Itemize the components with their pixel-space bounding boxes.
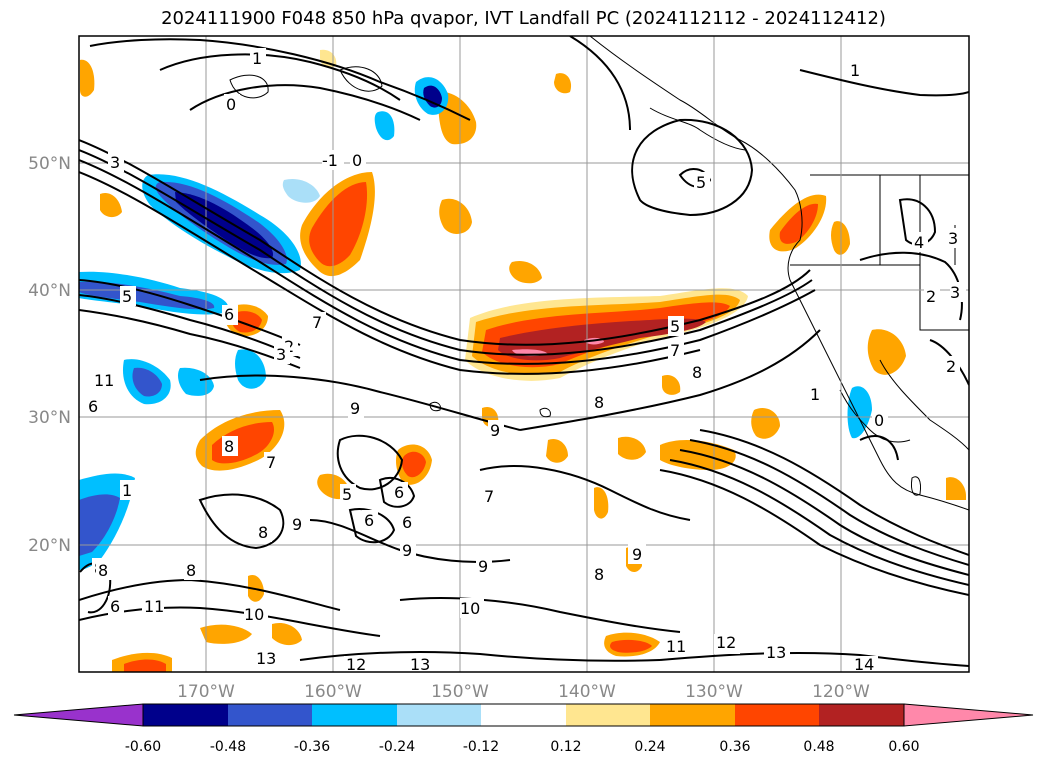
contour-label: 10 (460, 599, 480, 618)
colorbar-label: -0.36 (294, 739, 330, 755)
colorbar-label: -0.60 (125, 739, 161, 755)
colorbar-label: 0.60 (888, 739, 919, 755)
contour-label: 0 (874, 411, 884, 430)
lon-tick-label: 140°W (558, 682, 616, 702)
contour-label: 9 (292, 515, 302, 534)
lon-tick-label: 170°W (177, 682, 235, 702)
map-plot-area: 1 0 5 -1 0 1 3 5 6 2 7 3 9 5 8 8 7 9 8 6… (79, 36, 969, 674)
contour-label-group: 1 0 5 -1 0 1 3 5 6 2 7 3 9 5 8 8 7 9 8 6… (88, 48, 966, 674)
colorbar: -0.60 -0.48 -0.36 -0.24 -0.12 0.12 0.24 … (13, 703, 1034, 755)
contour-label: 12 (346, 655, 366, 674)
contour-label: 11 (94, 371, 114, 390)
anomaly-fills (79, 49, 966, 672)
contour-label: 2 (946, 357, 956, 376)
contour-label: 5 (696, 173, 706, 192)
contour-label: 14 (854, 655, 874, 674)
contour-label: 7 (484, 487, 494, 506)
coastlines (589, 36, 969, 511)
contour-label: 1 (122, 481, 132, 500)
lat-tick-label: 30°N (28, 408, 71, 428)
lon-tick-label: 120°W (812, 682, 870, 702)
contour-label: 0 (226, 95, 236, 114)
contour-label: 13 (766, 643, 786, 662)
contour-label: 1 (850, 61, 860, 80)
latitude-axis: 50°N 40°N 30°N 20°N (28, 154, 71, 556)
lat-tick-label: 20°N (28, 536, 71, 556)
thin-contours (229, 66, 921, 496)
contour-label: 7 (670, 341, 680, 360)
contour-label: 11 (144, 597, 164, 616)
contour-label: 11 (666, 637, 686, 656)
colorbar-segment (481, 704, 566, 726)
contour-label: 13 (410, 655, 430, 674)
contour-label: 8 (594, 565, 604, 584)
contour-label: 5 (342, 485, 352, 504)
contour-label: 6 (88, 397, 98, 416)
lat-tick-label: 50°N (28, 154, 71, 174)
contour-label: 7 (266, 453, 276, 472)
contour-label: 6 (364, 511, 374, 530)
contour-label: 4 (914, 233, 924, 252)
contour-label: 0 (352, 151, 362, 170)
contour-label: 8 (594, 393, 604, 412)
colorbar-segment (397, 704, 481, 726)
contour-label: -1 (322, 151, 338, 170)
contour-label: 6 (394, 483, 404, 502)
colorbar-label: 0.24 (634, 739, 665, 755)
lat-tick-label: 40°N (28, 281, 71, 301)
contour-label: 5 (670, 317, 680, 336)
contour-label: 6 (224, 305, 234, 324)
colorbar-segment (312, 704, 397, 726)
contour-label: 8 (258, 523, 268, 542)
contour-label: 8 (186, 561, 196, 580)
colorbar-segment (143, 704, 228, 726)
colorbar-label: -0.12 (463, 739, 499, 755)
contour-label: 3 (276, 345, 286, 364)
contour-label: 9 (350, 399, 360, 418)
colorbar-extend-left (13, 703, 144, 727)
lon-tick-label: 150°W (431, 682, 489, 702)
contour-label: 13 (256, 649, 276, 668)
contour-label: 9 (490, 421, 500, 440)
contour-label: 3 (110, 153, 120, 172)
contour-label: 12 (716, 633, 736, 652)
lon-tick-label: 130°W (685, 682, 743, 702)
contour-label: 9 (478, 557, 488, 576)
colorbar-segment (819, 704, 904, 726)
colorbar-segment (735, 704, 819, 726)
colorbar-label: 0.36 (719, 739, 750, 755)
colorbar-extend-right (903, 703, 1034, 727)
contour-label: 3 (948, 229, 958, 248)
colorbar-label: -0.24 (379, 739, 415, 755)
contour-label: 8 (692, 363, 702, 382)
colorbar-label: 0.48 (803, 739, 834, 755)
colorbar-segment (566, 704, 650, 726)
colorbar-label: -0.48 (210, 739, 246, 755)
colorbar-segment (228, 704, 312, 726)
lon-tick-label: 160°W (304, 682, 362, 702)
contour-label: 6 (402, 513, 412, 532)
contour-label: 3 (950, 283, 960, 302)
contour-label: 9 (632, 545, 642, 564)
map-title: 2024111900 F048 850 hPa qvapor, IVT Land… (161, 8, 886, 29)
contour-label: 8 (224, 437, 234, 456)
contour-label: 8 (98, 561, 108, 580)
contour-label: 1 (810, 385, 820, 404)
contour-label: 7 (312, 313, 322, 332)
contour-label: 10 (244, 605, 264, 624)
contour-label: 1 (252, 49, 262, 68)
contour-label: 9 (402, 541, 412, 560)
colorbar-segment (650, 704, 735, 726)
contour-label: 6 (110, 597, 120, 616)
contour-label: 2 (926, 287, 936, 306)
map-frame (78, 35, 970, 673)
colorbar-label: 0.12 (550, 739, 581, 755)
contour-label: 5 (122, 287, 132, 306)
ivt-contours (79, 36, 969, 667)
longitude-axis: 170°W 160°W 150°W 140°W 130°W 120°W (177, 682, 870, 702)
